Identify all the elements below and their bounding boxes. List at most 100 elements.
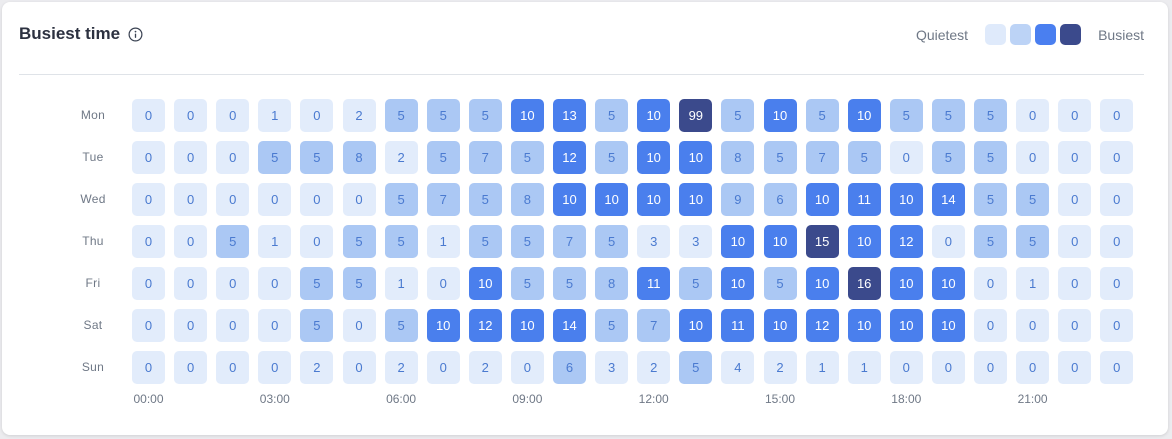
heatmap-cell[interactable]: 0 bbox=[1058, 225, 1092, 258]
heatmap-cell[interactable]: 0 bbox=[258, 183, 292, 216]
heatmap-cell[interactable]: 8 bbox=[721, 141, 755, 174]
heatmap-cell[interactable]: 2 bbox=[384, 141, 418, 174]
heatmap-cell[interactable]: 10 bbox=[889, 309, 923, 342]
heatmap-cell[interactable]: 0 bbox=[258, 309, 292, 342]
heatmap-cell[interactable]: 5 bbox=[468, 183, 502, 216]
heatmap-cell[interactable]: 7 bbox=[468, 141, 502, 174]
heatmap-cell[interactable]: 6 bbox=[763, 183, 797, 216]
heatmap-cell[interactable]: 5 bbox=[510, 225, 544, 258]
heatmap-cell[interactable]: 5 bbox=[595, 225, 629, 258]
heatmap-cell[interactable]: 0 bbox=[174, 141, 208, 174]
heatmap-cell[interactable]: 10 bbox=[889, 183, 923, 216]
heatmap-cell[interactable]: 0 bbox=[1100, 309, 1134, 342]
heatmap-cell[interactable]: 10 bbox=[847, 225, 881, 258]
heatmap-cell[interactable]: 5 bbox=[974, 99, 1007, 132]
info-icon[interactable] bbox=[128, 27, 143, 42]
heatmap-cell[interactable]: 0 bbox=[342, 183, 376, 216]
heatmap-cell[interactable]: 0 bbox=[1058, 141, 1092, 174]
heatmap-cell[interactable]: 0 bbox=[174, 309, 208, 342]
heatmap-cell[interactable]: 5 bbox=[805, 99, 839, 132]
heatmap-cell[interactable]: 10 bbox=[679, 183, 713, 216]
heatmap-cell[interactable]: 0 bbox=[974, 309, 1007, 342]
heatmap-cell[interactable]: 3 bbox=[637, 225, 671, 258]
heatmap-cell[interactable]: 0 bbox=[1058, 309, 1092, 342]
heatmap-cell[interactable]: 0 bbox=[1100, 99, 1134, 132]
heatmap-cell[interactable]: 12 bbox=[805, 309, 839, 342]
heatmap-cell[interactable]: 5 bbox=[974, 183, 1007, 216]
heatmap-cell[interactable]: 0 bbox=[216, 351, 250, 384]
heatmap-cell[interactable]: 0 bbox=[174, 183, 208, 216]
heatmap-cell[interactable]: 10 bbox=[721, 267, 755, 300]
heatmap-cell[interactable]: 5 bbox=[258, 141, 292, 174]
heatmap-cell[interactable]: 5 bbox=[931, 99, 965, 132]
heatmap-cell[interactable]: 12 bbox=[889, 225, 923, 258]
heatmap-cell[interactable]: 5 bbox=[426, 99, 460, 132]
heatmap-cell[interactable]: 0 bbox=[1100, 225, 1134, 258]
heatmap-cell[interactable]: 8 bbox=[342, 141, 376, 174]
heatmap-cell[interactable]: 10 bbox=[763, 309, 797, 342]
heatmap-cell[interactable]: 5 bbox=[763, 267, 797, 300]
heatmap-cell[interactable]: 0 bbox=[974, 267, 1007, 300]
heatmap-cell[interactable]: 5 bbox=[426, 141, 460, 174]
heatmap-cell[interactable]: 10 bbox=[931, 267, 965, 300]
heatmap-cell[interactable]: 5 bbox=[300, 267, 334, 300]
heatmap-cell[interactable]: 5 bbox=[1016, 225, 1050, 258]
heatmap-cell[interactable]: 0 bbox=[174, 267, 208, 300]
heatmap-cell[interactable]: 10 bbox=[721, 225, 755, 258]
heatmap-cell[interactable]: 3 bbox=[595, 351, 629, 384]
heatmap-cell[interactable]: 0 bbox=[132, 267, 165, 300]
heatmap-cell[interactable]: 0 bbox=[258, 351, 292, 384]
heatmap-cell[interactable]: 10 bbox=[553, 183, 586, 216]
heatmap-cell[interactable]: 10 bbox=[847, 309, 881, 342]
heatmap-cell[interactable]: 5 bbox=[342, 225, 376, 258]
heatmap-cell[interactable]: 99 bbox=[679, 99, 713, 132]
heatmap-cell[interactable]: 10 bbox=[805, 183, 839, 216]
heatmap-cell[interactable]: 1 bbox=[847, 351, 881, 384]
heatmap-cell[interactable]: 1 bbox=[384, 267, 418, 300]
heatmap-cell[interactable]: 2 bbox=[342, 99, 376, 132]
heatmap-cell[interactable]: 5 bbox=[847, 141, 881, 174]
heatmap-cell[interactable]: 5 bbox=[679, 351, 713, 384]
heatmap-cell[interactable]: 0 bbox=[1016, 351, 1050, 384]
heatmap-cell[interactable]: 2 bbox=[384, 351, 418, 384]
heatmap-cell[interactable]: 2 bbox=[763, 351, 797, 384]
heatmap-cell[interactable]: 0 bbox=[1100, 141, 1134, 174]
heatmap-cell[interactable]: 0 bbox=[132, 183, 165, 216]
heatmap-cell[interactable]: 0 bbox=[1100, 267, 1134, 300]
heatmap-cell[interactable]: 0 bbox=[216, 99, 250, 132]
heatmap-cell[interactable]: 0 bbox=[1100, 183, 1134, 216]
heatmap-cell[interactable]: 1 bbox=[805, 351, 839, 384]
heatmap-cell[interactable]: 12 bbox=[468, 309, 502, 342]
heatmap-cell[interactable]: 10 bbox=[847, 99, 881, 132]
heatmap-cell[interactable]: 10 bbox=[763, 99, 797, 132]
heatmap-cell[interactable]: 5 bbox=[721, 99, 755, 132]
heatmap-cell[interactable]: 5 bbox=[384, 99, 418, 132]
heatmap-cell[interactable]: 0 bbox=[1058, 267, 1092, 300]
heatmap-cell[interactable]: 10 bbox=[805, 267, 839, 300]
heatmap-cell[interactable]: 14 bbox=[931, 183, 965, 216]
heatmap-cell[interactable]: 0 bbox=[132, 141, 165, 174]
heatmap-cell[interactable]: 5 bbox=[974, 141, 1007, 174]
heatmap-cell[interactable]: 12 bbox=[553, 141, 586, 174]
heatmap-cell[interactable]: 0 bbox=[1016, 309, 1050, 342]
heatmap-cell[interactable]: 0 bbox=[300, 183, 334, 216]
heatmap-cell[interactable]: 1 bbox=[258, 225, 292, 258]
heatmap-cell[interactable]: 5 bbox=[384, 309, 418, 342]
heatmap-cell[interactable]: 5 bbox=[595, 99, 629, 132]
heatmap-cell[interactable]: 10 bbox=[510, 99, 544, 132]
heatmap-cell[interactable]: 0 bbox=[216, 183, 250, 216]
heatmap-cell[interactable]: 1 bbox=[426, 225, 460, 258]
heatmap-cell[interactable]: 7 bbox=[426, 183, 460, 216]
heatmap-cell[interactable]: 0 bbox=[1058, 351, 1092, 384]
heatmap-cell[interactable]: 10 bbox=[931, 309, 965, 342]
heatmap-cell[interactable]: 0 bbox=[216, 267, 250, 300]
heatmap-cell[interactable]: 5 bbox=[300, 141, 334, 174]
heatmap-cell[interactable]: 5 bbox=[553, 267, 586, 300]
heatmap-cell[interactable]: 5 bbox=[679, 267, 713, 300]
heatmap-cell[interactable]: 2 bbox=[637, 351, 671, 384]
heatmap-cell[interactable]: 0 bbox=[258, 267, 292, 300]
heatmap-cell[interactable]: 10 bbox=[889, 267, 923, 300]
heatmap-cell[interactable]: 7 bbox=[637, 309, 671, 342]
heatmap-cell[interactable]: 5 bbox=[216, 225, 250, 258]
heatmap-cell[interactable]: 0 bbox=[174, 99, 208, 132]
